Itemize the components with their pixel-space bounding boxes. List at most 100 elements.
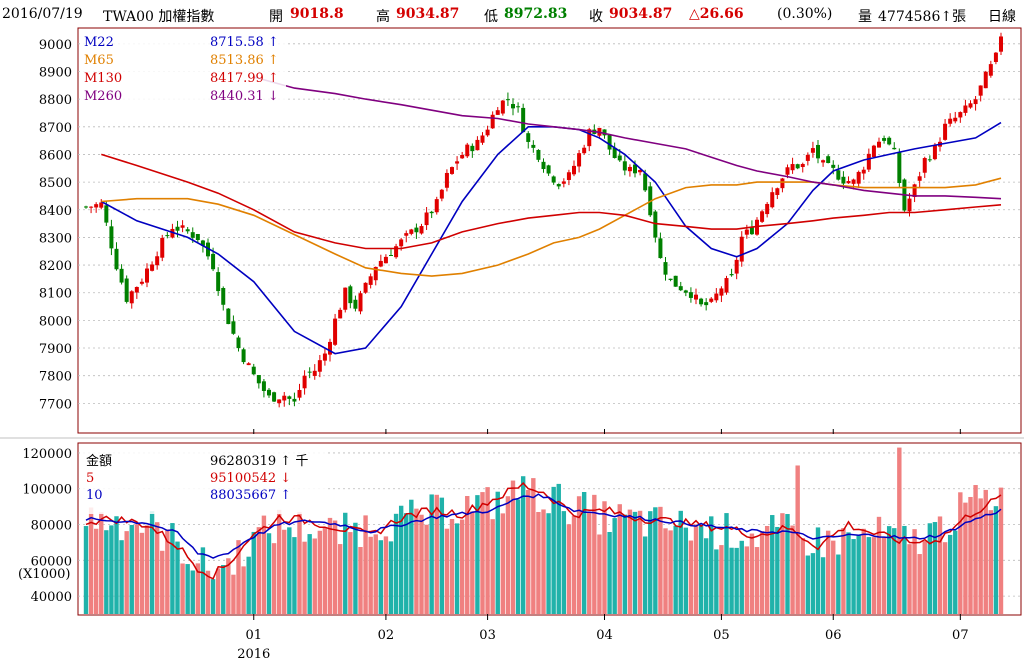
- volume-bar: [785, 514, 790, 614]
- candle: [993, 52, 998, 65]
- volume-ma10-line: [85, 493, 1002, 559]
- volume-bar: [881, 537, 887, 614]
- candle: [739, 231, 744, 267]
- price-tick-label: 8700: [39, 121, 72, 136]
- volume-bar: [276, 509, 282, 614]
- volume-bar: [810, 553, 816, 614]
- volume-bar: [337, 544, 343, 614]
- volume-bar: [185, 564, 190, 614]
- candle: [444, 169, 449, 192]
- volume-bar: [429, 494, 434, 614]
- quote-symbol: TWA00 加權指數: [103, 9, 215, 25]
- candle: [800, 162, 805, 173]
- volume-bar: [968, 496, 973, 614]
- volume-bar: [673, 525, 678, 614]
- candle: [358, 290, 363, 315]
- candle: [434, 196, 439, 215]
- volume-bar: [88, 507, 94, 614]
- volume-bar: [256, 527, 262, 614]
- price-tick-label: 8000: [39, 314, 72, 329]
- volume-bar: [703, 538, 709, 614]
- candle: [973, 96, 978, 111]
- volume-unit-label: (X1000): [18, 567, 70, 582]
- volume-bar: [99, 512, 104, 614]
- volume-bar: [124, 531, 129, 614]
- volume-bar: [480, 492, 485, 614]
- volume-bar: [327, 517, 333, 614]
- volume-bar: [551, 486, 556, 614]
- candle: [114, 242, 119, 271]
- candle: [231, 315, 236, 335]
- volume-bar: [856, 534, 861, 614]
- candle: [307, 367, 312, 379]
- volume-bar: [302, 541, 307, 614]
- candle: [221, 286, 226, 311]
- candle: [287, 395, 292, 406]
- volume-bar: [307, 534, 312, 614]
- volume-bar: [734, 547, 739, 614]
- volume-bar: [871, 537, 877, 614]
- volume-bar: [668, 530, 673, 614]
- volume-bar: [409, 499, 414, 614]
- candle: [424, 207, 429, 230]
- volume-bar: [693, 524, 699, 614]
- volume-bar: [897, 447, 902, 614]
- candle: [724, 275, 729, 295]
- candle: [541, 158, 546, 173]
- price-tick-label: 8100: [39, 287, 72, 302]
- volume-bar: [190, 570, 195, 614]
- candle: [627, 164, 632, 177]
- candle: [592, 124, 597, 135]
- price-tick-label: 7700: [39, 397, 72, 412]
- volume-bar: [780, 513, 785, 614]
- volume-tick-label: 120000: [22, 447, 72, 462]
- candle: [810, 141, 815, 158]
- volume-bar: [434, 494, 439, 614]
- volume-bar: [515, 499, 521, 614]
- close-value: 9034.87: [609, 6, 673, 22]
- volume-bar: [465, 496, 470, 614]
- volume-bar: [775, 526, 780, 614]
- price-tick-label: 7900: [39, 342, 72, 357]
- volume-bar: [215, 568, 221, 614]
- volume-tick-label: 80000: [31, 519, 72, 534]
- volume-bar: [886, 526, 892, 614]
- volume-bar: [800, 538, 805, 614]
- month-label: 06: [825, 628, 842, 643]
- candle: [236, 335, 241, 352]
- candle: [663, 256, 668, 281]
- volume-bar: [541, 509, 546, 614]
- candle: [302, 370, 307, 395]
- volume-bar: [226, 558, 231, 614]
- low-value: 8972.83: [504, 6, 568, 22]
- volume-bar: [353, 522, 358, 614]
- volume-bar: [556, 483, 561, 614]
- volume-bar: [866, 537, 872, 614]
- candle: [84, 205, 88, 209]
- candle: [312, 364, 317, 380]
- volume-bar: [958, 492, 963, 614]
- candle: [826, 154, 831, 164]
- candle: [582, 144, 587, 155]
- volume-bar: [825, 530, 831, 614]
- volume-bar: [444, 528, 450, 614]
- candle: [572, 160, 576, 177]
- volume-bar: [93, 528, 99, 614]
- volume-bar: [561, 511, 567, 614]
- open-value: 9018.8: [290, 6, 344, 22]
- candle: [694, 288, 698, 305]
- volume-bar: [149, 511, 155, 614]
- candle: [246, 362, 251, 366]
- price-tick-label: 8500: [39, 176, 72, 191]
- legend-m65-name: M65: [84, 53, 114, 68]
- volume-bar: [917, 554, 922, 614]
- candle: [353, 295, 358, 312]
- candle: [185, 227, 190, 234]
- candle: [99, 199, 104, 210]
- volume-bar: [566, 524, 572, 614]
- volume-bar: [581, 492, 587, 614]
- volume-bar: [770, 515, 775, 614]
- candle: [89, 206, 94, 214]
- volume-bar: [947, 534, 953, 614]
- volume-tick-label: 40000: [31, 590, 72, 605]
